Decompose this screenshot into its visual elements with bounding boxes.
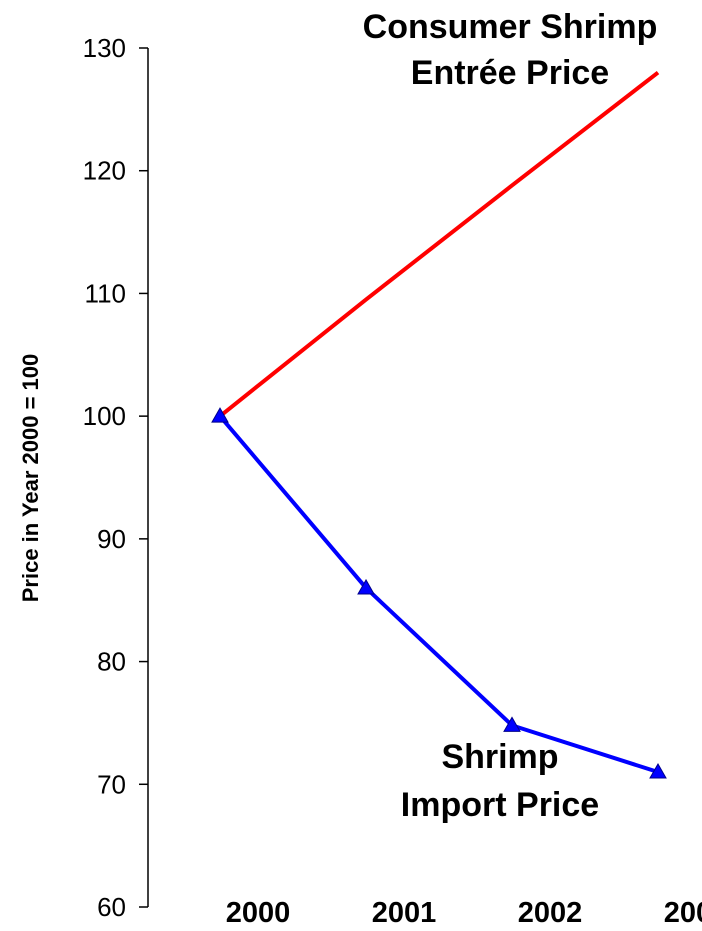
- data-point-marker: [649, 763, 667, 779]
- series-label-line: Shrimp: [441, 738, 558, 776]
- series-label-1: Shrimp Import Price: [401, 738, 599, 824]
- y-tick-label: 130: [83, 33, 126, 63]
- series-label-0: Consumer Shrimp Entrée Price: [363, 8, 658, 92]
- data-point-marker: [357, 578, 375, 595]
- y-tick-label: 80: [97, 647, 126, 677]
- series-label-line: Consumer Shrimp: [363, 8, 658, 46]
- series-layer: [211, 70, 667, 779]
- y-tick-layer: 60 70 80 90 100 110 120 130: [83, 33, 148, 922]
- x-tick-label: 2001: [372, 897, 437, 929]
- x-tick-label: 2003: [664, 897, 702, 929]
- data-point-marker: [503, 716, 521, 732]
- x-tick-label-layer: 2000 2001 2002 2003: [226, 897, 702, 929]
- y-tick-label: 100: [83, 401, 126, 431]
- y-tick-label: 120: [83, 156, 126, 186]
- series-label-line: Entrée Price: [411, 54, 609, 92]
- y-tick-label: 90: [97, 524, 126, 554]
- series-label-layer: Consumer Shrimp Entrée Price Shrimp Import …: [363, 8, 658, 824]
- series-label-line: Import Price: [401, 786, 599, 824]
- series-line-0: [218, 70, 660, 418]
- y-axis-title: Price in Year 2000 = 100: [18, 354, 43, 603]
- y-tick-label: 60: [97, 892, 126, 922]
- x-tick-label: 2002: [518, 897, 583, 929]
- data-point-marker: [211, 407, 229, 423]
- series-line-1: [218, 414, 659, 774]
- y-tick-label: 70: [97, 769, 126, 799]
- x-tick-label: 2000: [226, 897, 291, 929]
- y-tick-label: 110: [85, 278, 126, 308]
